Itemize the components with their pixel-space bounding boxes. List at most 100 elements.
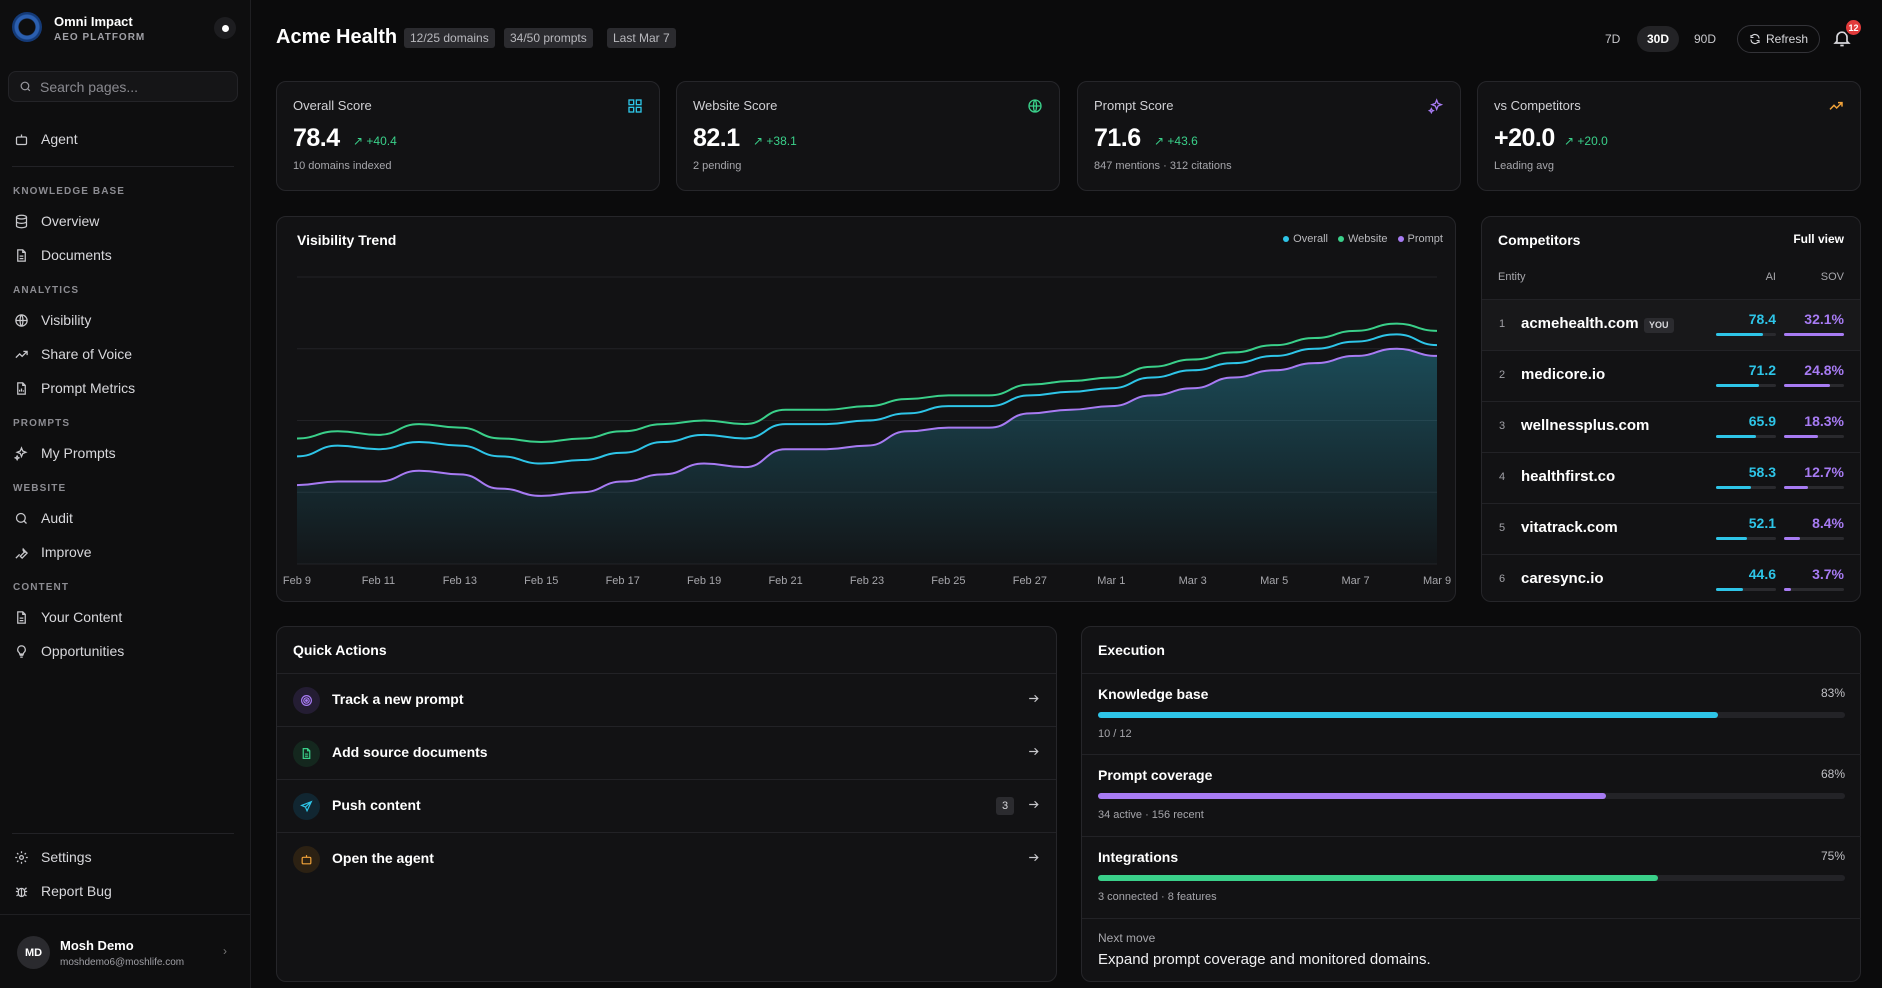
competitor-row[interactable]: 3 wellnessplus.com 65.9 18.3% bbox=[1482, 401, 1860, 452]
section-prompts: PROMPTS bbox=[13, 418, 71, 429]
range-7d-button[interactable]: 7D bbox=[1605, 32, 1621, 46]
search-input[interactable] bbox=[40, 78, 220, 95]
competitor-rank: 5 bbox=[1499, 522, 1506, 534]
globe-icon bbox=[15, 313, 28, 327]
sov-bar-track bbox=[1784, 537, 1844, 540]
search-icon bbox=[20, 81, 31, 92]
sidebar-item-prompt-metrics[interactable]: Prompt Metrics bbox=[8, 374, 240, 402]
sidebar-item-opportunities[interactable]: Opportunities bbox=[8, 637, 240, 665]
competitor-row[interactable]: 1 acmehealth.com YOU 78.4 32.1% bbox=[1482, 299, 1860, 350]
quick-action-label: Add source documents bbox=[332, 744, 488, 760]
quick-action-add-documents[interactable]: Add source documents bbox=[277, 726, 1056, 779]
sidebar-item-improve[interactable]: Improve bbox=[8, 538, 240, 566]
ai-bar-fill bbox=[1716, 384, 1759, 387]
sidebar-item-audit[interactable]: Audit bbox=[8, 504, 240, 532]
x-tick-label: Feb 9 bbox=[283, 575, 311, 587]
search-icon bbox=[15, 512, 27, 524]
brand-logo bbox=[12, 12, 42, 42]
brand[interactable]: Omni Impact AEO PLATFORM bbox=[12, 10, 240, 46]
competitors-card: Competitors Full view Entity AI SOV 1 acm… bbox=[1481, 216, 1861, 602]
stat-value: +20.0 bbox=[1494, 124, 1555, 152]
theme-toggle-button[interactable] bbox=[214, 17, 236, 39]
stat-label: Prompt Score bbox=[1094, 98, 1174, 113]
legend-item-prompt[interactable]: Prompt bbox=[1397, 233, 1443, 245]
execution-percent: 68% bbox=[1820, 767, 1845, 781]
stat-delta: ↗ +43.6 bbox=[1154, 134, 1198, 148]
sidebar-divider bbox=[12, 166, 234, 167]
stat-card-prompt: Prompt Score 71.6 ↗ +43.6 847 mentions ·… bbox=[1077, 81, 1461, 191]
sidebar-item-agent[interactable]: Agent bbox=[8, 125, 240, 153]
full-view-link[interactable]: Full view bbox=[1793, 232, 1844, 246]
execution-item-integrations: Integrations 75% 3 connected · 8 feature… bbox=[1082, 836, 1861, 918]
grid-icon bbox=[628, 99, 642, 113]
sidebar-divider bbox=[12, 833, 234, 834]
legend-item-website[interactable]: Website bbox=[1337, 233, 1388, 245]
lightbulb-icon bbox=[17, 644, 26, 658]
sidebar-item-my-prompts[interactable]: My Prompts bbox=[8, 439, 240, 467]
competitor-ai-score: 65.9 bbox=[1748, 413, 1776, 429]
stat-subtext: 10 domains indexed bbox=[293, 160, 392, 172]
legend-label: Website bbox=[1347, 233, 1388, 245]
progress-track bbox=[1098, 793, 1845, 799]
ai-bar-track bbox=[1716, 333, 1776, 336]
competitor-row[interactable]: 6 caresync.io 44.6 3.7% bbox=[1482, 554, 1860, 605]
chart-legend: Overall Website Prompt bbox=[1283, 233, 1443, 245]
sidebar-item-visibility[interactable]: Visibility bbox=[8, 306, 240, 334]
sidebar-item-overview[interactable]: Overview bbox=[8, 207, 240, 235]
competitor-row[interactable]: 2 medicore.io 71.2 24.8% bbox=[1482, 350, 1860, 401]
competitor-name: wellnessplus.com bbox=[1521, 417, 1650, 434]
sidebar-item-label: Visibility bbox=[41, 312, 92, 328]
document-icon bbox=[17, 248, 26, 262]
visibility-trend-card: Visibility Trend Overall Website Prompt … bbox=[276, 216, 1456, 602]
x-tick-label: Feb 11 bbox=[362, 575, 395, 587]
card-title: Visibility Trend bbox=[297, 232, 397, 248]
sidebar-item-settings[interactable]: Settings bbox=[8, 843, 240, 871]
ai-bar-fill bbox=[1716, 537, 1748, 540]
sidebar-item-label: Documents bbox=[41, 247, 112, 263]
sidebar-item-documents[interactable]: Documents bbox=[8, 241, 240, 269]
competitor-row[interactable]: 4 healthfirst.co 58.3 12.7% bbox=[1482, 452, 1860, 503]
refresh-button[interactable]: Refresh bbox=[1737, 25, 1820, 53]
x-tick-label: Feb 19 bbox=[687, 575, 721, 587]
sidebar-item-label: Overview bbox=[41, 213, 100, 229]
x-tick-label: Feb 15 bbox=[524, 575, 558, 587]
stat-delta-value: +20.0 bbox=[1577, 134, 1608, 148]
database-icon bbox=[15, 214, 28, 228]
column-header-sov: SOV bbox=[1820, 271, 1844, 283]
progress-track bbox=[1098, 712, 1845, 718]
document-chart-icon bbox=[17, 381, 26, 395]
user-menu[interactable]: MD Mosh Demo moshdemo6@moshlife.com › bbox=[0, 914, 251, 988]
sidebar-item-share-of-voice[interactable]: Share of Voice bbox=[8, 340, 240, 368]
search-box[interactable] bbox=[8, 71, 238, 102]
range-30d-button[interactable]: 30D bbox=[1637, 26, 1680, 52]
quick-action-track-prompt[interactable]: Track a new prompt bbox=[277, 673, 1056, 726]
ai-bar-track bbox=[1716, 588, 1776, 591]
page-title: Acme Health bbox=[276, 26, 398, 48]
x-tick-label: Mar 7 bbox=[1342, 575, 1370, 587]
sidebar: Omni Impact AEO PLATFORM Agent KNOWLEDGE… bbox=[0, 0, 251, 988]
x-tick-label: Feb 13 bbox=[443, 575, 477, 587]
sidebar-item-your-content[interactable]: Your Content bbox=[8, 603, 240, 631]
quick-action-push-content[interactable]: Push content 3 bbox=[277, 779, 1056, 832]
gear-icon bbox=[15, 850, 28, 864]
sidebar-item-label: Audit bbox=[41, 510, 73, 526]
competitor-ai-score: 58.3 bbox=[1748, 464, 1776, 480]
brand-name: Omni Impact bbox=[54, 14, 133, 29]
x-tick-label: Feb 25 bbox=[931, 575, 965, 587]
sparkles-icon bbox=[1428, 98, 1444, 114]
quick-action-open-agent[interactable]: Open the agent bbox=[277, 832, 1056, 885]
sidebar-item-report-bug[interactable]: Report Bug bbox=[8, 877, 240, 905]
progress-fill bbox=[1098, 875, 1659, 881]
legend-item-overall[interactable]: Overall bbox=[1283, 233, 1328, 245]
ai-bar-track bbox=[1716, 537, 1776, 540]
refresh-icon bbox=[1750, 33, 1760, 45]
bot-icon bbox=[15, 134, 28, 145]
competitor-sov: 24.8% bbox=[1804, 362, 1844, 378]
ai-bar-track bbox=[1716, 435, 1776, 438]
legend-label: Prompt bbox=[1407, 233, 1443, 245]
competitor-row[interactable]: 5 vitatrack.com 52.1 8.4% bbox=[1482, 503, 1860, 554]
competitor-name: caresync.io bbox=[1521, 570, 1604, 587]
bell-icon[interactable] bbox=[1832, 28, 1852, 48]
card-title: Execution bbox=[1098, 642, 1165, 658]
range-90d-button[interactable]: 90D bbox=[1694, 32, 1717, 46]
